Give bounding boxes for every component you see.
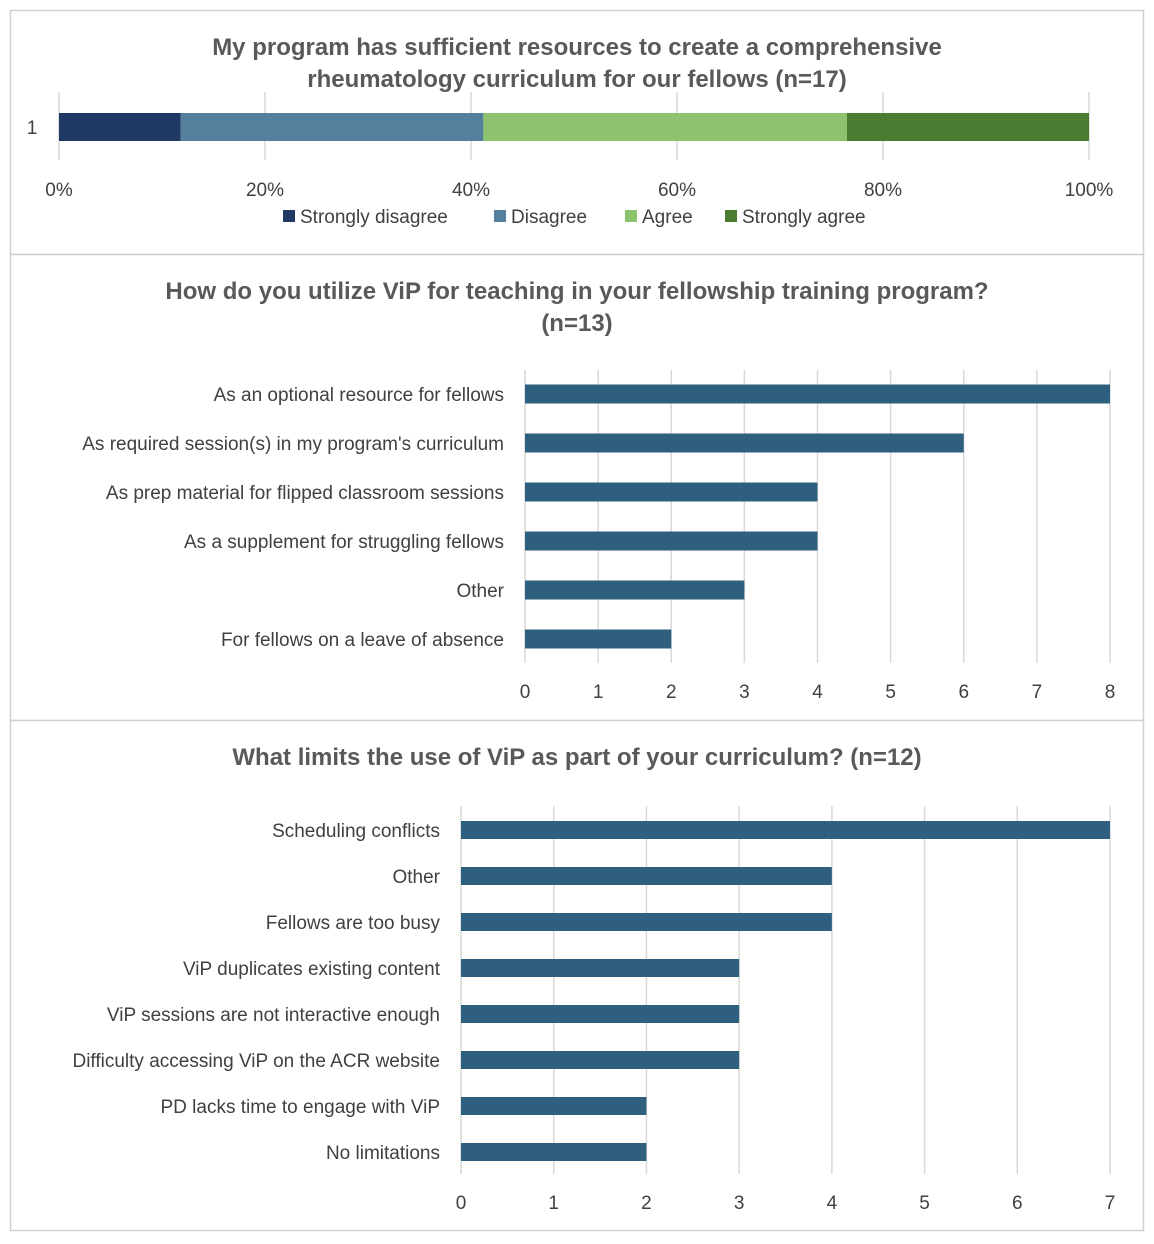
chart2-category-label: As an optional resource for fellows xyxy=(214,385,504,406)
chart1-legend-label: Agree xyxy=(642,207,693,228)
chart2-x-tick-label: 2 xyxy=(666,682,677,703)
chart3-x-tick-label: 5 xyxy=(919,1193,930,1214)
chart2-x-tick-label: 5 xyxy=(885,682,896,703)
chart3-bar xyxy=(461,1051,740,1069)
chart1-legend-swatch xyxy=(494,210,506,222)
chart3-x-tick-label: 6 xyxy=(1012,1193,1023,1214)
chart2-bar xyxy=(525,580,745,600)
chart3-category-label: Fellows are too busy xyxy=(266,913,441,934)
chart3-x-tick-label: 1 xyxy=(548,1193,559,1214)
chart3-category-label: Other xyxy=(392,867,440,888)
chart3-bar xyxy=(461,1005,740,1023)
chart3-x-tick-label: 3 xyxy=(734,1193,745,1214)
chart3-category-label: ViP sessions are not interactive enough xyxy=(107,1005,440,1026)
chart3-category-label: Scheduling conflicts xyxy=(272,821,440,842)
chart1-x-tick-label: 40% xyxy=(452,180,490,201)
chart2-x-tick-label: 3 xyxy=(739,682,750,703)
chart1-category-label: 1 xyxy=(27,118,38,139)
chart3-x-tick-label: 2 xyxy=(641,1193,652,1214)
chart1-x-tick-label: 20% xyxy=(246,180,284,201)
chart3-bar xyxy=(461,867,832,885)
chart2-category-label: For fellows on a leave of absence xyxy=(221,630,504,651)
chart1-bar-segment-disagree xyxy=(180,113,484,141)
chart1-bar-segment-agree xyxy=(483,113,847,141)
chart1-bar-segment-strongly-disagree xyxy=(59,113,181,141)
chart1-legend-label: Strongly disagree xyxy=(300,207,448,228)
chart3-category-label: PD lacks time to engage with ViP xyxy=(160,1097,440,1118)
chart1-bar-segment-strongly-agree xyxy=(846,113,1089,141)
chart3-category-label: Difficulty accessing ViP on the ACR webs… xyxy=(72,1051,440,1072)
chart1-legend-swatch xyxy=(625,210,637,222)
chart2-x-tick-label: 0 xyxy=(520,682,531,703)
chart2-title-line-1: How do you utilize ViP for teaching in y… xyxy=(165,278,988,305)
chart3-bar xyxy=(461,1097,647,1115)
chart3-bar xyxy=(461,959,740,977)
chart2-x-tick-label: 8 xyxy=(1105,682,1116,703)
chart1-legend-label: Strongly agree xyxy=(742,207,866,228)
chart2-bar xyxy=(525,433,964,453)
chart3-x-tick-label: 0 xyxy=(456,1193,467,1214)
chart2-bar xyxy=(525,482,818,502)
chart1-legend-label: Disagree xyxy=(511,207,587,228)
chart3-category-label: No limitations xyxy=(326,1143,440,1164)
chart3-category-label: ViP duplicates existing content xyxy=(183,959,441,980)
chart2-x-tick-label: 1 xyxy=(593,682,604,703)
chart2-x-tick-label: 7 xyxy=(1032,682,1043,703)
chart1-title-line-2: rheumatology curriculum for our fellows … xyxy=(307,66,846,93)
chart2-category-label: As required session(s) in my program's c… xyxy=(82,434,504,455)
chart3-x-tick-label: 7 xyxy=(1105,1193,1116,1214)
chart2-category-label: As a supplement for struggling fellows xyxy=(184,532,504,553)
chart1-x-tick-label: 0% xyxy=(45,180,73,201)
chart2-bar xyxy=(525,629,672,649)
chart3-x-tick-label: 4 xyxy=(827,1193,838,1214)
chart1-x-tick-label: 100% xyxy=(1065,180,1114,201)
chart3-bar xyxy=(461,913,832,931)
chart3-bar xyxy=(461,821,1110,839)
chart2-bar xyxy=(525,384,1110,404)
chart1-legend-swatch xyxy=(283,210,295,222)
chart2-category-label: Other xyxy=(456,581,504,602)
chart2-x-tick-label: 6 xyxy=(958,682,969,703)
chart1-x-tick-label: 80% xyxy=(864,180,902,201)
chart1-title-line-1: My program has sufficient resources to c… xyxy=(212,34,942,61)
chart1-x-tick-label: 60% xyxy=(658,180,696,201)
chart1-legend-swatch xyxy=(725,210,737,222)
chart2-bar xyxy=(525,531,818,551)
chart3-title-line-1: What limits the use of ViP as part of yo… xyxy=(232,744,921,771)
chart2-x-tick-label: 4 xyxy=(812,682,823,703)
chart3-bar xyxy=(461,1143,647,1161)
chart2-category-label: As prep material for flipped classroom s… xyxy=(106,483,504,504)
chart2-title-line-2: (n=13) xyxy=(541,310,612,337)
